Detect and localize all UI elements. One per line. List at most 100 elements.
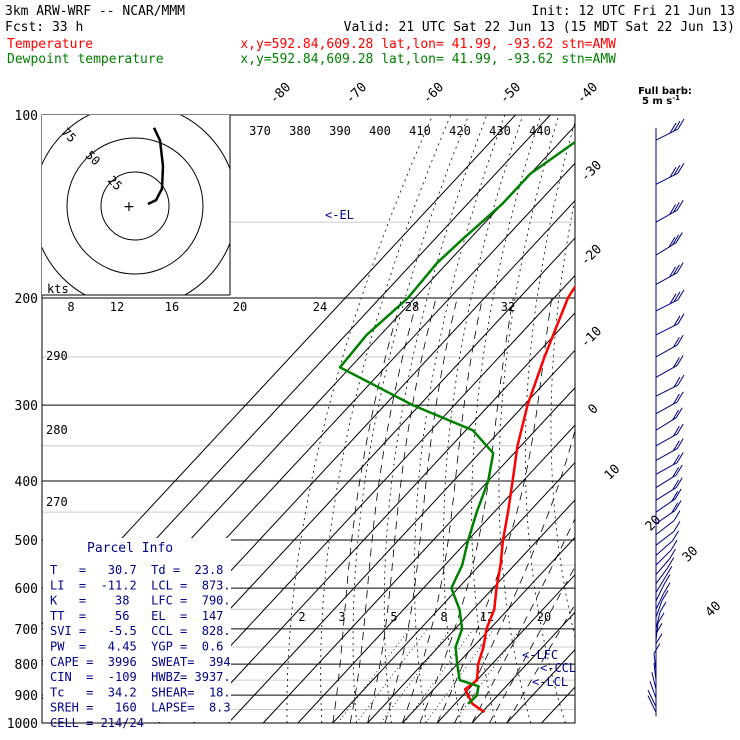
isotherm-line xyxy=(471,611,575,723)
sounding-profiles xyxy=(338,140,575,714)
moist-adiabat xyxy=(436,297,553,723)
moist-adiabat xyxy=(384,297,458,723)
parcel-row: CAPE = 3996 SWEAT= 394 xyxy=(50,655,231,669)
wind-barb xyxy=(649,681,657,699)
wind-barb xyxy=(655,199,684,223)
barb-staff xyxy=(653,662,657,681)
barb-flag xyxy=(653,643,661,654)
dry-adiabat xyxy=(732,115,740,723)
barb-flag xyxy=(667,557,675,569)
wind-barb xyxy=(653,643,661,671)
wind-barb xyxy=(655,548,676,575)
isotherm-label: -80 xyxy=(267,80,294,107)
wind-barb xyxy=(647,695,657,713)
parcel-row: PW = 4.45 YGP = 0.6 xyxy=(50,640,223,654)
dry-adiabat xyxy=(691,115,740,723)
plot-frame xyxy=(41,114,576,724)
wind-barbs xyxy=(647,118,685,717)
mixing-ratio-line xyxy=(337,628,411,723)
barb-staff xyxy=(655,520,675,536)
barb-flag xyxy=(677,289,685,301)
wind-barb xyxy=(655,582,671,610)
theta-e-label: 370 xyxy=(249,124,271,138)
parcel-row: LI = -11.2 LCL = 873. xyxy=(50,578,231,592)
lcl-marker: <-LCL xyxy=(532,675,568,689)
parcel-row: TT = 56 EL = 147 xyxy=(50,609,223,623)
wind-barb xyxy=(655,590,669,618)
barb-flag xyxy=(663,582,671,593)
barb-flag xyxy=(673,510,681,522)
dry-adiabat xyxy=(414,115,506,723)
barb-flag xyxy=(672,467,680,478)
wind-barb xyxy=(655,391,684,415)
barb-staff xyxy=(655,611,661,629)
barb-flag xyxy=(657,612,665,624)
barb-flag xyxy=(674,500,682,511)
pressure-tick-label: 300 xyxy=(15,399,38,414)
hodograph-background xyxy=(42,115,230,295)
barb-flag xyxy=(655,633,663,644)
moist-adiabat xyxy=(489,565,575,723)
wind-barb xyxy=(655,423,684,447)
barb-flag xyxy=(676,423,684,435)
barb-flag xyxy=(669,293,677,305)
wind-barb xyxy=(655,162,685,185)
mixing-ratio-low-label: 8 xyxy=(440,610,447,624)
mixing-ratio-top-label: 16 xyxy=(165,300,179,314)
barb-staff xyxy=(655,575,667,593)
theta-e-label: 420 xyxy=(449,124,471,138)
wind-barb xyxy=(655,530,679,556)
mixing-ratio-line xyxy=(355,628,428,723)
barb-staff xyxy=(655,549,672,566)
dry-adiabat xyxy=(600,115,670,723)
isotherm-label: -30 xyxy=(578,158,605,185)
theta-e-label: 390 xyxy=(329,124,351,138)
ccl-marker: <-CCL xyxy=(540,661,576,675)
forecast-hour: Fcst: 33 h xyxy=(5,20,83,35)
barb-flag xyxy=(676,199,684,211)
wind-barb xyxy=(655,521,681,546)
init-time: Init: 12 UTC Fri 21 Jun 13 xyxy=(532,4,736,19)
parcel-box-background xyxy=(43,538,231,722)
hodograph-ring xyxy=(100,171,170,241)
mixing-ratio-low-label: 5 xyxy=(390,610,397,624)
barb-flag xyxy=(677,374,685,386)
barb-staff xyxy=(649,681,657,699)
wind-barb xyxy=(655,633,663,661)
mixing-ratio-low-label: 3 xyxy=(338,610,345,624)
dry-adiabat xyxy=(286,115,434,723)
dewpoint-profile xyxy=(338,140,575,705)
barb-flag xyxy=(671,502,679,514)
barb-staff xyxy=(647,695,657,713)
barb-staff xyxy=(655,530,675,546)
temperature-location: x,y=592.84,609.28 lat,lon= 41.99, -93.62… xyxy=(240,37,616,52)
wind-barb xyxy=(655,374,685,397)
mixing-ratio-top-label: 24 xyxy=(313,300,327,314)
moist-adiabat xyxy=(419,297,514,723)
wind-barb xyxy=(655,232,683,256)
barb-staff xyxy=(655,540,673,556)
wind-barb xyxy=(655,334,684,358)
hodograph-units: kts xyxy=(47,282,69,296)
dry-adiabat xyxy=(443,115,524,723)
dewpoint-location: x,y=592.84,609.28 lat,lon= 41.99, -93.62… xyxy=(240,52,616,67)
theta-label: 270 xyxy=(46,495,68,509)
pressure-tick-label: 700 xyxy=(15,623,38,638)
mixing-ratio-top-label: 28 xyxy=(405,300,419,314)
barb-flag xyxy=(675,464,683,476)
parcel-info-box: Parcel Info T = 30.7 Td = 23.8LI = -11.2 … xyxy=(43,538,231,730)
wind-barb xyxy=(655,623,663,651)
wind-barb xyxy=(647,689,657,707)
wind-barb xyxy=(655,452,684,475)
dry-adiabat xyxy=(624,115,705,723)
wind-barb xyxy=(655,464,683,488)
barb-flag xyxy=(673,315,681,327)
barb-key-title: Full barb: xyxy=(638,86,692,97)
el-marker: <-EL xyxy=(325,208,354,222)
barb-flag xyxy=(663,574,671,585)
temperature-profile xyxy=(463,284,575,714)
isotherm-label: -20 xyxy=(578,242,605,269)
isotherm-line xyxy=(332,461,575,723)
mixing-ratio-top-label: 32 xyxy=(501,300,515,314)
barb-flag xyxy=(672,264,680,276)
